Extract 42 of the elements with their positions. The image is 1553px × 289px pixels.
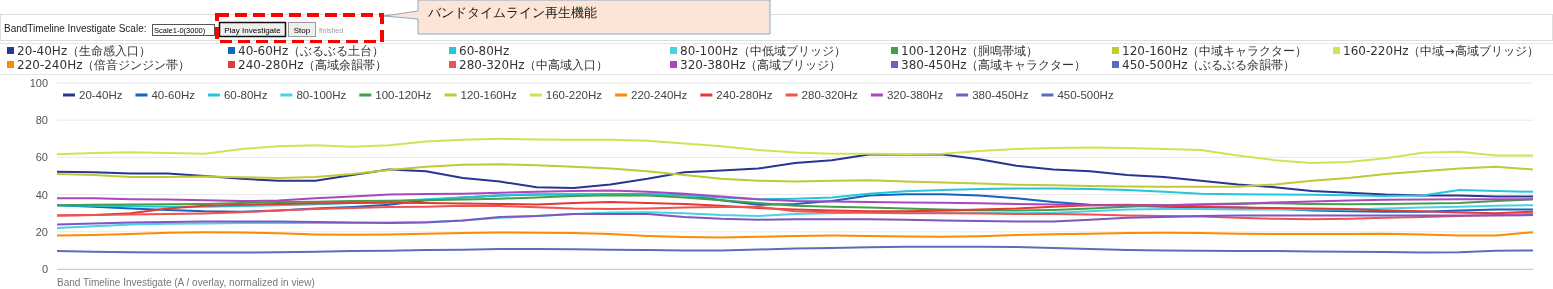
line-series: [56, 137, 1534, 164]
y-tick-label: 60: [35, 151, 48, 164]
text: 100-120Hz（胴鳴帯域）: [901, 44, 1039, 58]
text: 80-100Hz（中低域ブリッジ）: [680, 44, 846, 58]
legend-label: 280-320Hz: [801, 89, 859, 101]
line-series: [56, 213, 1534, 226]
line-series: [56, 153, 1534, 198]
legend-label: 380-450Hz: [972, 89, 1029, 101]
legend-label: 80-100Hz: [296, 89, 347, 101]
legend-label: 320-380Hz: [886, 89, 944, 101]
text: 120-160Hz（中域キャラクター）: [1122, 44, 1308, 58]
text: 240-280Hz（高域余韻帯）: [238, 58, 388, 72]
legend-label: 450-500Hz: [1057, 89, 1114, 101]
text: 380-450Hz（高域キャラクター）: [901, 58, 1087, 72]
text: バンドタイムライン再生機能: [427, 5, 597, 20]
text: 450-500Hz（ぶるぶる余韻帯）: [1122, 58, 1296, 72]
text: Play Investigate: [224, 26, 282, 35]
text: Stop: [293, 26, 311, 35]
legend-label: 60-80Hz: [223, 89, 268, 101]
text: BandTimeline Investigate Scale:: [4, 23, 147, 34]
y-tick-label: 40: [35, 188, 48, 201]
text: 280-320Hz（中高域入口）: [459, 58, 609, 72]
legend-label: 40-60Hz: [151, 89, 196, 101]
legend-label: 160-220Hz: [545, 89, 603, 101]
legend-label: 20-40Hz: [79, 89, 123, 101]
text: Band Timeline Investigate (A / overlay, normalized in view): [57, 277, 315, 288]
legend-label: 220-240Hz: [631, 89, 688, 101]
legend-label: 240-280Hz: [716, 89, 773, 101]
text: 20-40Hz（生命感入口）: [17, 44, 152, 58]
text: 320-380Hz（高域ブリッジ）: [680, 58, 842, 72]
text: 220-240Hz（倍音ジンジン帯）: [17, 58, 191, 72]
legend-label: 120-160Hz: [460, 89, 518, 101]
legend-label: 100-120Hz: [375, 89, 432, 101]
text: 60-80Hz: [459, 44, 510, 58]
y-tick-label: 0: [41, 263, 48, 275]
line-series: [56, 204, 1534, 221]
y-tick-label: 20: [35, 225, 48, 238]
text: 40-60Hz（ぶるぶる土台）: [238, 44, 385, 58]
line-series: [56, 163, 1534, 188]
text: 160-220Hz（中域→高域ブリッジ）: [1343, 44, 1539, 58]
y-tick-label: 80: [35, 114, 48, 127]
y-tick-label: 100: [29, 77, 48, 89]
